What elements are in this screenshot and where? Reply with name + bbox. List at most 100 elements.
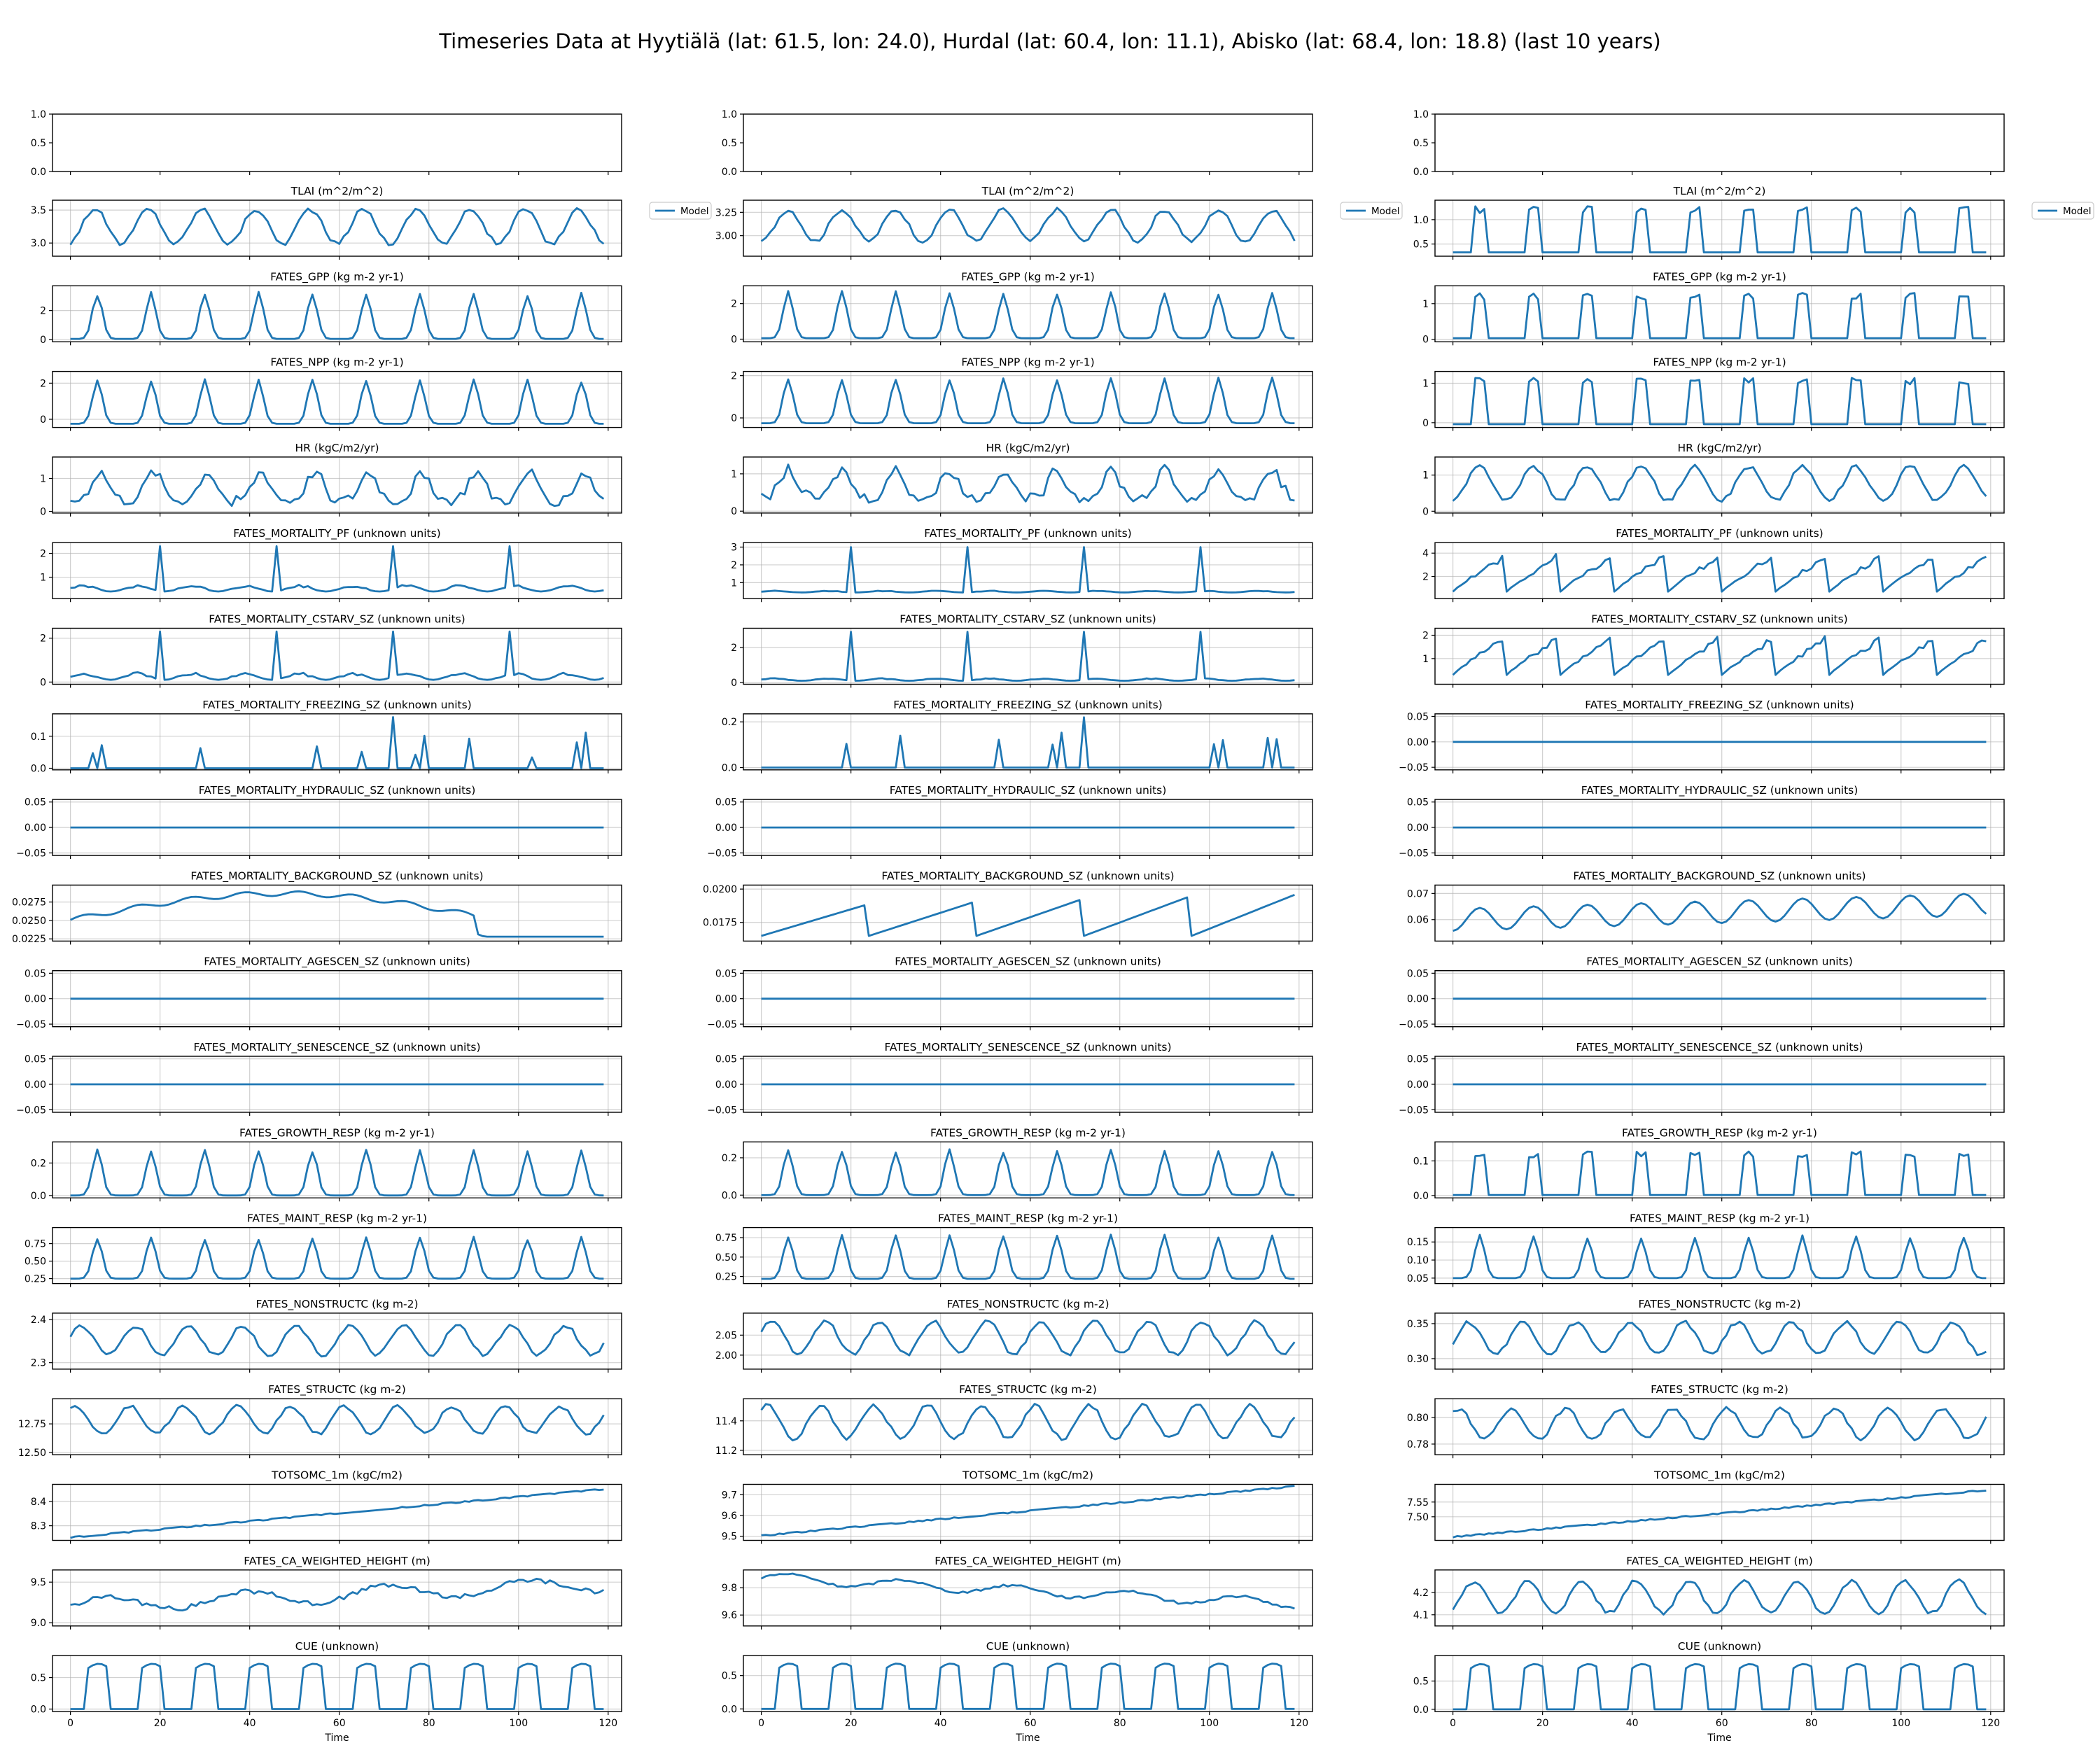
series-line-model xyxy=(1452,1662,1987,1711)
panel-title: FATES_MAINT_RESP (kg m-2 yr-1) xyxy=(1630,1212,1809,1226)
axes-frame xyxy=(743,1398,1313,1455)
x-tick-label: 120 xyxy=(1289,1718,1308,1729)
series-line-model xyxy=(761,1485,1295,1536)
series-line-model xyxy=(70,1662,604,1710)
y-tick-label: −0.05 xyxy=(1399,1019,1429,1030)
y-tick-label: 0.0 xyxy=(31,167,46,178)
y-tick-label: 0.0 xyxy=(722,763,737,774)
y-tick-label: 0.05 xyxy=(24,1054,46,1065)
legend-label: Model xyxy=(1371,206,1400,217)
y-tick-label: 0.5 xyxy=(31,138,46,149)
y-tick-label: 3 xyxy=(731,542,737,554)
legend-box xyxy=(1340,202,1403,220)
y-tick-label: 3.25 xyxy=(715,207,737,218)
series-line-model xyxy=(70,630,604,681)
series-line-model xyxy=(1452,1406,1987,1442)
panel-title: FATES_GROWTH_RESP (kg m-2 yr-1) xyxy=(239,1126,435,1140)
y-tick-label: 2 xyxy=(1422,631,1429,642)
series-line-model xyxy=(70,290,604,340)
y-tick-label: 0.07 xyxy=(1407,888,1429,899)
y-tick-label: 0 xyxy=(731,334,737,345)
axes-frame xyxy=(52,200,622,257)
axes-frame xyxy=(1434,200,2005,257)
panel-title: FATES_MAINT_RESP (kg m-2 yr-1) xyxy=(247,1212,427,1226)
x-tick-label: 0 xyxy=(758,1718,764,1729)
series-line-model xyxy=(761,1148,1295,1196)
y-tick-label: −0.05 xyxy=(1399,762,1429,774)
axes-frame xyxy=(52,1312,622,1370)
y-tick-label: 0.0 xyxy=(722,1190,737,1201)
axes-frame xyxy=(743,884,1313,942)
y-tick-label: 0.15 xyxy=(1407,1237,1429,1248)
y-tick-label: −0.05 xyxy=(1399,848,1429,859)
panel-title: TOTSOMC_1m (kgC/m2) xyxy=(962,1469,1093,1483)
y-tick-label: 12.50 xyxy=(18,1448,46,1459)
axes-frame xyxy=(743,542,1313,599)
panel-title: FATES_GROWTH_RESP (kg m-2 yr-1) xyxy=(930,1126,1126,1140)
y-tick-label: 11.4 xyxy=(715,1416,737,1427)
panel-title: FATES_MORTALITY_SENESCENCE_SZ (unknown u… xyxy=(884,1041,1171,1054)
series-line-model xyxy=(1452,1233,1987,1280)
y-tick-label: 0.75 xyxy=(715,1233,737,1244)
y-tick-label: 0.50 xyxy=(24,1256,46,1268)
axes-frame xyxy=(1434,627,2005,685)
axes-frame xyxy=(1434,1483,2005,1541)
panel-title: FATES_NPP (kg m-2 yr-1) xyxy=(961,356,1094,370)
y-tick-label: 0.00 xyxy=(715,822,737,834)
panel-title: FATES_MORTALITY_PF (unknown units) xyxy=(233,527,440,540)
series-line-model xyxy=(1452,292,1987,340)
x-tick-label: 40 xyxy=(934,1718,947,1729)
y-tick-label: 4.2 xyxy=(1413,1588,1429,1599)
series-line-model xyxy=(70,545,604,593)
panel-title: FATES_MORTALITY_PF (unknown units) xyxy=(1616,527,1823,540)
y-tick-label: 2 xyxy=(731,371,737,382)
y-tick-label: −0.05 xyxy=(707,1019,737,1030)
y-tick-label: 12.75 xyxy=(18,1419,46,1430)
y-tick-label: 0 xyxy=(1422,506,1429,517)
axes-frame xyxy=(1434,1141,2005,1199)
x-tick-label: 0 xyxy=(1450,1718,1456,1729)
y-tick-label: 1 xyxy=(40,473,46,484)
y-tick-label: 0.00 xyxy=(715,1079,737,1091)
y-tick-label: 3.00 xyxy=(715,231,737,242)
series-line-model xyxy=(70,1488,604,1539)
panel-title: FATES_NONSTRUCTC (kg m-2) xyxy=(1638,1298,1800,1311)
y-tick-label: −0.05 xyxy=(16,1019,46,1030)
series-line-model xyxy=(761,546,1295,594)
y-tick-label: 9.8 xyxy=(722,1583,737,1594)
figure-title: Timeseries Data at Hyytiälä (lat: 61.5, … xyxy=(439,29,1661,53)
panel-title: FATES_MORTALITY_SENESCENCE_SZ (unknown u… xyxy=(193,1041,480,1054)
y-tick-label: 1.0 xyxy=(31,109,46,120)
axes-frame xyxy=(1434,456,2005,514)
panel-title: FATES_STRUCTC (kg m-2) xyxy=(959,1383,1097,1396)
y-tick-label: 2 xyxy=(40,549,46,560)
panel-title: FATES_MORTALITY_FREEZING_SZ (unknown uni… xyxy=(1585,699,1854,712)
axes-frame xyxy=(52,884,622,942)
y-tick-label: 0.05 xyxy=(715,1054,737,1065)
axes-frame xyxy=(52,1569,622,1627)
panel-title: FATES_MORTALITY_FREEZING_SZ (unknown uni… xyxy=(202,699,471,712)
panel-title: HR (kgC/m2/yr) xyxy=(986,442,1070,454)
y-tick-label: 0.25 xyxy=(715,1272,737,1283)
y-tick-label: 0 xyxy=(731,678,737,689)
series-line-model xyxy=(1452,1320,1987,1357)
panel-title: TOTSOMC_1m (kgC/m2) xyxy=(1653,1469,1785,1483)
y-tick-label: 3.0 xyxy=(31,238,46,249)
y-tick-label: 0.0 xyxy=(1413,167,1429,178)
x-axis-label: Time xyxy=(1707,1732,1731,1744)
y-tick-label: 0.35 xyxy=(1407,1319,1429,1330)
y-tick-label: 4 xyxy=(1422,548,1429,559)
panel-title: FATES_MORTALITY_FREEZING_SZ (unknown uni… xyxy=(893,699,1162,712)
x-tick-label: 60 xyxy=(333,1718,346,1729)
y-tick-label: 2 xyxy=(731,643,737,654)
y-tick-label: 9.5 xyxy=(722,1532,737,1543)
y-tick-label: 0.50 xyxy=(715,1252,737,1264)
y-tick-label: 0.5 xyxy=(1413,138,1429,149)
axes-frame xyxy=(52,1483,622,1541)
axes-frame xyxy=(743,1141,1313,1199)
y-tick-label: −0.05 xyxy=(707,1105,737,1116)
axes-frame xyxy=(743,200,1313,257)
series-line-model xyxy=(1452,1150,1987,1196)
panel-title: FATES_MORTALITY_AGESCEN_SZ (unknown unit… xyxy=(1586,955,1853,969)
